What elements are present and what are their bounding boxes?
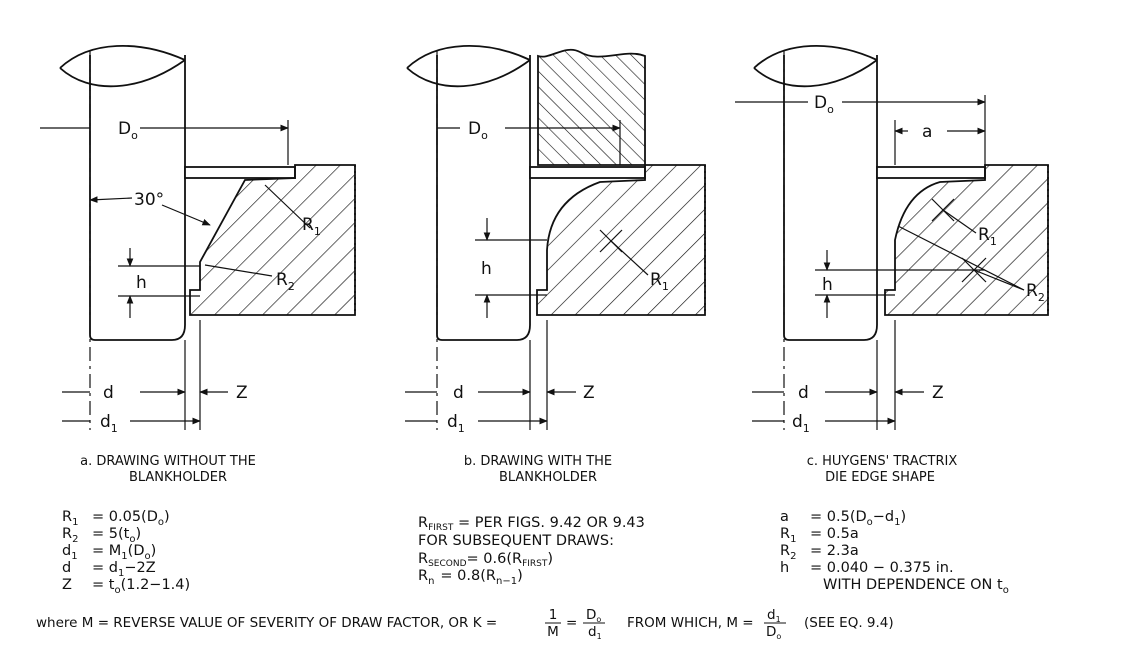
- label-Z-c: Z: [932, 383, 944, 403]
- caption-a-line1: a. DRAWING WITHOUT THE: [80, 454, 256, 469]
- svg-text:R2= 5(to): R2 = 5(to): [62, 526, 141, 545]
- caption-c-line1: c. HUYGENS' TRACTRIX: [807, 454, 958, 469]
- label-d1-a: d1: [100, 412, 118, 435]
- label-Do-c: Do: [814, 93, 834, 116]
- panel-b: [405, 45, 706, 430]
- label-Z-a: Z: [236, 383, 248, 403]
- svg-text:R1= 0.05(Do): R1 = 0.05(Do): [62, 509, 170, 528]
- panel-b-labels: Do R1 h d Z d1 b. DRAWING WITH THE BLANK…: [447, 119, 669, 485]
- svg-text:Z= to(1.2−1.4): Z = to(1.2−1.4): [62, 577, 190, 596]
- label-R1-a: R1: [302, 215, 321, 238]
- caption-c-line2: DIE EDGE SHAPE: [825, 470, 935, 485]
- label-R2-c: R2: [1026, 281, 1045, 304]
- svg-text:d1= M1(Do): d1 = M1(Do): [62, 543, 156, 562]
- footer-eq: =: [566, 615, 577, 631]
- panel-a: [40, 45, 356, 430]
- equations-a: R1 = 0.05(Do) R2 = 5(to) d1 = M1(Do) d = d1−…: [62, 509, 190, 596]
- eq-b-row: Rn = 0.8(Rn−1): [418, 568, 523, 587]
- label-30deg: 30°: [134, 190, 164, 210]
- eq-c-extra: WITH DEPENDENCE ON to: [823, 577, 1009, 596]
- eq-a-row: d = d1−2Z: [62, 560, 156, 579]
- label-R1-c: R1: [978, 225, 997, 248]
- label-d-b: d: [453, 383, 464, 403]
- svg-text:d= d1−2Z: d = d1−2Z: [62, 560, 156, 579]
- eq-a-row: R1 = 0.05(Do): [62, 509, 170, 528]
- label-a-c: a: [922, 122, 932, 142]
- label-Do-a: Do: [118, 119, 138, 142]
- punch-b: [436, 55, 531, 341]
- eq-c-row: a = 0.5(Do−d1): [780, 509, 906, 528]
- punch-a: [89, 55, 186, 341]
- label-h-a: h: [136, 273, 147, 293]
- footer-text-1: where M = REVERSE VALUE OF SEVERITY OF D…: [36, 615, 497, 631]
- frac2-den: d1: [588, 624, 602, 641]
- eq-c-row: h = 0.040 − 0.375 in.: [780, 560, 954, 576]
- label-h-c: h: [822, 275, 833, 295]
- caption-b-line2: BLANKHOLDER: [499, 470, 597, 485]
- label-R1-b: R1: [650, 270, 669, 293]
- label-h-b: h: [481, 259, 492, 279]
- eq-a-row: Z = to(1.2−1.4): [62, 577, 190, 596]
- footer-text-2: FROM WHICH, M =: [627, 615, 754, 631]
- eq-b-row: RSECOND= 0.6(RFIRST): [418, 551, 553, 569]
- frac1-num: 1: [549, 607, 558, 623]
- frac3-num: d1: [767, 607, 781, 624]
- eq-a-row: d1 = M1(Do): [62, 543, 156, 562]
- footer-text-3: (SEE EQ. 9.4): [804, 615, 894, 631]
- label-R2-a: R2: [276, 270, 295, 293]
- blank-b: [529, 166, 646, 179]
- label-d-c: d: [798, 383, 809, 403]
- panel-c-labels: Do a R1 R2 h d Z d1 c. HUYGENS' TRACTRIX…: [792, 93, 1045, 485]
- label-d1-c: d1: [792, 412, 810, 435]
- caption-b-line1: b. DRAWING WITH THE: [464, 454, 612, 469]
- eq-c-row: R1 = 0.5a: [780, 526, 859, 545]
- eq-b-row: FOR SUBSEQUENT DRAWS:: [418, 533, 614, 549]
- punch-c: [783, 55, 878, 341]
- die-a: [189, 164, 356, 316]
- equations-c: a = 0.5(Do−d1) R1 = 0.5a R2 = 2.3a h = 0.040…: [780, 509, 1009, 596]
- caption-a-line2: BLANKHOLDER: [129, 470, 227, 485]
- eq-a-row: R2 = 5(to): [62, 526, 141, 545]
- eq-b-row: RFIRST = PER FIGS. 9.42 OR 9.43: [418, 515, 645, 533]
- panel-c: [735, 45, 1049, 430]
- blank-c: [876, 166, 986, 179]
- die-c: [884, 164, 1049, 316]
- footer-formula: where M = REVERSE VALUE OF SEVERITY OF D…: [36, 607, 894, 641]
- frac3-den: Do: [766, 624, 781, 641]
- label-Do-b: Do: [468, 119, 488, 142]
- label-d-a: d: [103, 383, 114, 403]
- equations-b: RFIRST = PER FIGS. 9.42 OR 9.43 FOR SUBS…: [418, 515, 645, 587]
- frac1-den: M: [547, 624, 559, 640]
- blank-a: [184, 166, 296, 179]
- punch-top-break-a: [59, 45, 186, 88]
- panel-a-labels: Do 30° R1 R2 h d Z d1 a. DRAWING WITHOUT…: [80, 119, 321, 485]
- die-b: [536, 164, 706, 316]
- label-Z-b: Z: [583, 383, 595, 403]
- blankholder-b: [537, 48, 646, 166]
- label-d1-b: d1: [447, 412, 465, 435]
- eq-c-row: R2 = 2.3a: [780, 543, 859, 562]
- frac2-num: Do: [586, 607, 601, 624]
